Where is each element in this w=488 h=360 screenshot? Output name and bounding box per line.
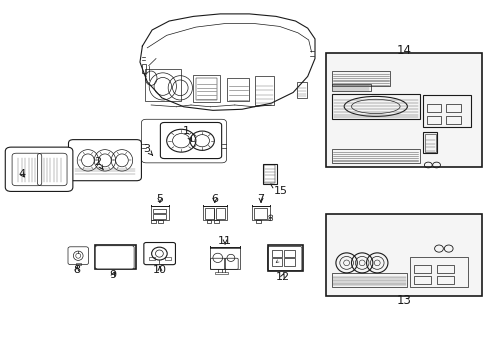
Bar	[158, 220, 163, 222]
Bar	[325, 53, 481, 167]
Bar	[426, 116, 441, 123]
Bar	[227, 78, 249, 102]
Bar	[253, 208, 267, 219]
Bar	[446, 104, 460, 112]
Bar	[413, 265, 430, 273]
Bar	[331, 94, 419, 119]
Bar	[409, 257, 467, 287]
Text: 7: 7	[257, 194, 264, 203]
Bar	[101, 262, 106, 266]
Bar	[325, 214, 481, 296]
Bar	[271, 249, 282, 257]
Bar	[206, 220, 211, 222]
Bar	[413, 276, 430, 284]
Bar	[271, 258, 282, 266]
Text: 1: 1	[183, 126, 191, 141]
FancyBboxPatch shape	[143, 243, 175, 265]
Bar	[203, 206, 226, 220]
Bar	[264, 165, 275, 183]
FancyBboxPatch shape	[5, 147, 73, 192]
Bar	[436, 276, 453, 284]
Bar	[255, 220, 260, 222]
Text: 2: 2	[94, 157, 103, 170]
Bar	[331, 149, 419, 163]
Bar	[76, 263, 81, 265]
Text: 5: 5	[156, 194, 163, 203]
Bar	[426, 104, 441, 112]
Text: 12: 12	[275, 272, 289, 282]
Bar	[165, 257, 171, 260]
Bar	[101, 257, 106, 261]
Bar	[95, 245, 136, 269]
Text: 14: 14	[396, 44, 410, 57]
Bar	[122, 264, 125, 266]
Bar	[152, 214, 166, 219]
Bar	[263, 163, 276, 184]
FancyBboxPatch shape	[68, 140, 141, 181]
Bar	[214, 220, 219, 222]
Bar	[423, 132, 436, 153]
Bar	[284, 258, 294, 266]
Bar	[193, 75, 220, 102]
Bar	[204, 208, 214, 219]
Bar	[196, 78, 217, 100]
Bar	[446, 116, 460, 123]
Bar	[152, 208, 166, 213]
Bar	[284, 249, 294, 257]
Text: 10: 10	[153, 265, 166, 275]
FancyBboxPatch shape	[95, 246, 134, 269]
Text: 6: 6	[211, 194, 218, 203]
Text: 9: 9	[109, 270, 117, 280]
Text: 4: 4	[18, 168, 25, 179]
Bar	[215, 272, 227, 274]
Bar	[122, 258, 128, 262]
Bar	[331, 84, 370, 91]
Bar	[436, 265, 453, 273]
Bar	[215, 208, 224, 219]
FancyBboxPatch shape	[160, 122, 221, 158]
Bar	[151, 220, 156, 222]
Bar	[331, 273, 407, 287]
Text: 3: 3	[142, 144, 152, 155]
Text: 8: 8	[73, 265, 80, 275]
Bar	[255, 76, 273, 105]
Bar	[144, 69, 181, 102]
Bar	[210, 248, 239, 269]
Text: 15: 15	[270, 184, 287, 196]
Bar	[267, 246, 302, 271]
Bar	[151, 206, 168, 220]
Bar	[142, 64, 146, 73]
FancyBboxPatch shape	[68, 247, 88, 265]
Bar	[423, 95, 470, 127]
Bar	[296, 82, 306, 98]
Text: 11: 11	[218, 236, 232, 246]
Polygon shape	[140, 14, 314, 111]
Bar	[149, 257, 155, 260]
Text: 13: 13	[396, 294, 410, 307]
Bar	[424, 134, 435, 152]
Bar	[252, 206, 269, 220]
Bar	[331, 71, 389, 86]
